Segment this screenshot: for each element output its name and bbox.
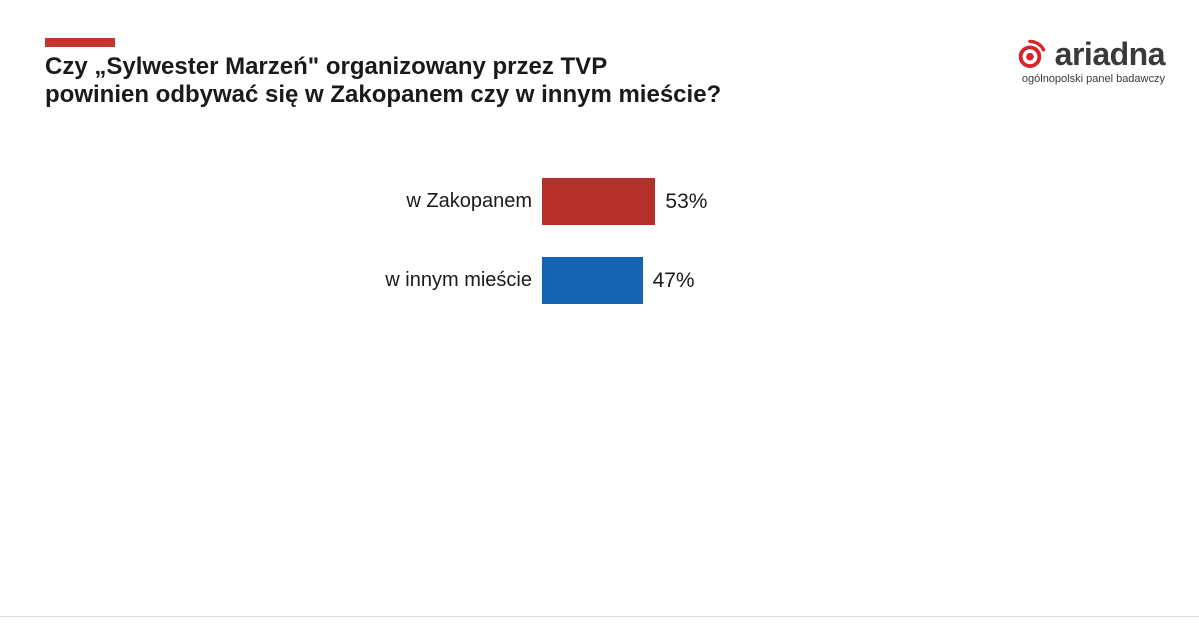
bar	[542, 178, 655, 225]
bar-label: w Zakopanem	[0, 190, 542, 213]
chart-container: Czy „Sylwester Marzeń" organizowany prze…	[0, 0, 1199, 640]
logo-main: ariadna	[1013, 36, 1165, 73]
title-line-2: powinien odbywać się w Zakopanem czy w i…	[45, 81, 721, 108]
brand-logo: ariadna ogólnopolski panel badawczy	[1013, 36, 1165, 85]
accent-bar	[45, 38, 115, 47]
chart-title: Czy „Sylwester Marzeń" organizowany prze…	[45, 53, 825, 108]
bar	[542, 257, 643, 304]
bar-row: w innym mieście 47%	[0, 257, 1199, 304]
title-line-1: Czy „Sylwester Marzeń" organizowany prze…	[45, 53, 607, 80]
bar-wrap: 53%	[542, 178, 707, 225]
logo-icon	[1013, 38, 1047, 72]
bar-label: w innym mieście	[0, 269, 542, 292]
footer-divider	[0, 616, 1199, 618]
bar-value: 47%	[653, 269, 695, 293]
logo-tagline: ogólnopolski panel badawczy	[1022, 73, 1165, 85]
bar-chart: w Zakopanem 53% w innym mieście 47%	[0, 178, 1199, 336]
bar-row: w Zakopanem 53%	[0, 178, 1199, 225]
bar-value: 53%	[665, 190, 707, 214]
logo-brand-text: ariadna	[1055, 36, 1165, 73]
bar-wrap: 47%	[542, 257, 695, 304]
